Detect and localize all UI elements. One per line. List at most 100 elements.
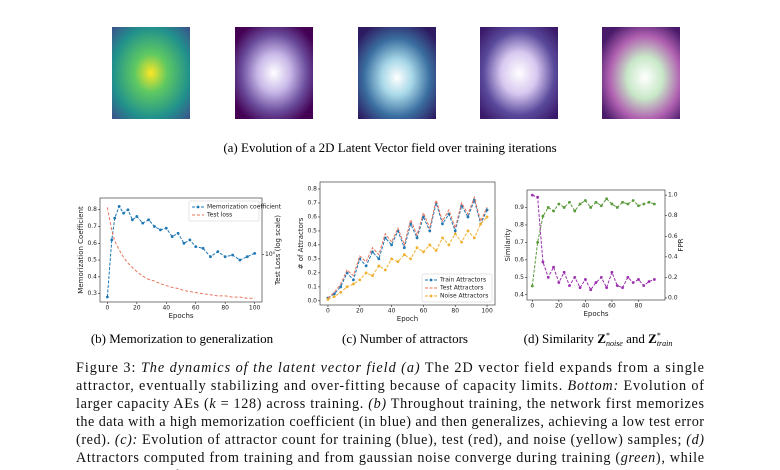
caption-d: (d) Similarity Z* noise and Z* train: [524, 331, 673, 349]
y2-axis-label: FPR: [677, 238, 685, 251]
caption-d-star: *: [606, 331, 610, 340]
data-point: [562, 270, 566, 274]
vector-field-image: [112, 27, 190, 119]
y-tick-label: 0.5: [514, 274, 524, 281]
caption-run: ), while: [656, 450, 704, 466]
data-point: [153, 225, 156, 228]
y-axis-label: Memorization Coefficient: [77, 206, 85, 294]
data-point: [201, 246, 205, 250]
data-point: [164, 226, 168, 230]
data-point: [453, 232, 457, 236]
data-point: [562, 206, 566, 209]
data-point: [371, 274, 374, 278]
data-point: [605, 197, 609, 201]
chart: 0 20 40 60 80 100 0.0 0.1 0.2 0.3 0.4 0.5 0.6 0.7 0.8 E…: [297, 181, 496, 323]
data-point: [441, 222, 444, 226]
data-point: [113, 216, 117, 220]
legend-marker: [429, 278, 433, 282]
data-point: [122, 211, 125, 215]
legend-label: Test loss: [206, 212, 232, 219]
data-point: [573, 209, 577, 213]
plot-frame: [99, 197, 263, 303]
caption-line: the data with a high memorization coeffi…: [76, 414, 704, 430]
y-tick-label: 0.3: [87, 290, 97, 297]
data-point: [253, 251, 257, 255]
y-tick-label: 0.3: [307, 255, 317, 262]
y2-axis-label: Test Loss (log scale): [274, 215, 282, 286]
x-tick-label: 20: [133, 305, 141, 312]
y-tick-label: 0.4: [514, 291, 524, 298]
x-tick-label: 20: [555, 303, 563, 310]
data-point: [631, 281, 635, 284]
caption-run: attractor, eventually stabilizing and ov…: [76, 378, 567, 394]
data-point: [223, 255, 227, 259]
x-axis-label: Epochs: [583, 310, 608, 318]
plot-frame: [526, 189, 666, 301]
y2-tick-label: 0.2: [668, 274, 678, 281]
x-tick-label: 80: [451, 308, 459, 315]
data-point: [631, 199, 635, 202]
x-tick-label: 80: [221, 305, 229, 312]
data-point: [339, 285, 343, 289]
caption-run: The dynamics of the latent vector field …: [141, 360, 420, 376]
legend-label: Train Attractors: [439, 277, 486, 284]
data-point: [642, 202, 646, 206]
caption-d-sub: train: [657, 339, 673, 348]
data-point: [402, 253, 406, 257]
y-tick-label: 0.9: [514, 204, 524, 211]
y-tick-label: 0.2: [307, 269, 317, 276]
data-point: [216, 250, 220, 254]
data-point: [352, 278, 355, 282]
data-point: [245, 255, 249, 259]
caption-run: (b): [368, 396, 386, 412]
caption-run: ).: [629, 468, 637, 470]
data-point: [231, 253, 234, 257]
data-point: [409, 257, 413, 261]
data-point: [594, 200, 598, 204]
data-point: [530, 193, 534, 197]
series-line: [327, 198, 488, 299]
data-point: [345, 285, 349, 289]
legend-box: [421, 273, 493, 303]
data-point: [479, 222, 483, 226]
data-point: [396, 260, 400, 264]
data-point: [578, 286, 582, 290]
data-point: [176, 231, 180, 235]
legend-label: Test Attractors: [439, 285, 484, 292]
y-tick-label: 0.7: [307, 199, 317, 206]
caption-run: (c):: [115, 432, 137, 448]
data-point: [615, 206, 619, 209]
caption-run: The 2D vector field expands from a singl…: [421, 360, 704, 376]
x-tick-label: 40: [582, 303, 590, 310]
x-tick-label: 0: [530, 303, 534, 310]
data-point: [390, 243, 393, 247]
legend-marker: [429, 294, 433, 298]
y-tick-label: 0.7: [87, 223, 97, 230]
data-point: [626, 275, 630, 279]
data-point: [610, 270, 614, 274]
caption-b: (b) Memorization to generalization: [91, 331, 274, 346]
y-tick-label: 0.6: [87, 240, 97, 247]
data-point: [188, 238, 192, 242]
y-tick-label: 0.6: [307, 213, 317, 220]
series-line: [327, 216, 488, 300]
caption-run: green: [621, 450, 655, 466]
y-tick-label: 0.8: [307, 185, 317, 192]
vector-field-image: [235, 27, 313, 119]
data-point: [573, 275, 577, 279]
x-axis-label: Epoch: [397, 315, 418, 323]
data-point: [637, 204, 640, 208]
y2-tick-label: 0.6: [668, 233, 678, 240]
data-point: [652, 278, 656, 281]
caption-a: (a) Evolution of a 2D Latent Vector fiel…: [223, 140, 556, 155]
data-point: [434, 249, 438, 252]
caption-line: the separability of the train attractors…: [76, 468, 637, 470]
data-point: [552, 209, 555, 213]
plot-frame: [319, 181, 496, 306]
data-point: [126, 208, 130, 212]
data-point: [441, 236, 444, 240]
data-point: [466, 215, 470, 219]
caption-d-symbol: Z: [648, 331, 657, 346]
